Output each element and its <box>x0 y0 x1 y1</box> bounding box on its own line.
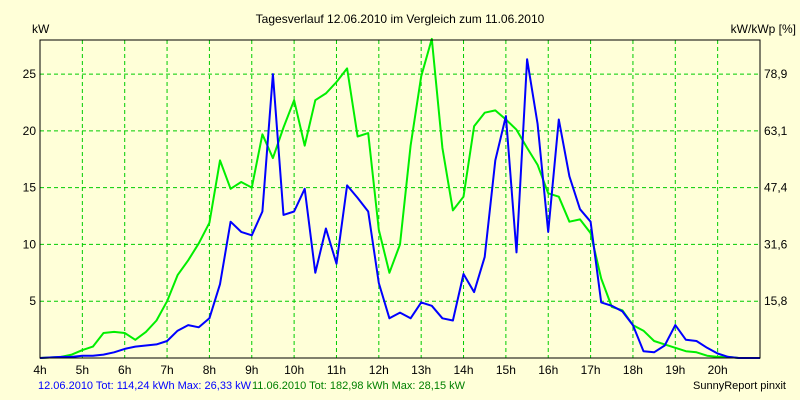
x-tick-label: 9h <box>245 363 258 377</box>
legend-series-b: 11.06.2010 Tot: 182,98 kWh Max: 28,15 kW <box>252 380 465 392</box>
y-ticks: 5 10 15 20 25 <box>23 67 37 308</box>
x-tick-label: 18h <box>623 363 643 377</box>
x-tick-label: 20h <box>708 363 728 377</box>
legend-series-a: 12.06.2010 Tot: 114,24 kWh Max: 26,33 kW <box>38 380 251 392</box>
y-right-tick-label: 78,9 <box>764 67 788 81</box>
y-right-tick-label: 15,8 <box>764 294 788 308</box>
x-tick-label: 13h <box>411 363 431 377</box>
x-tick-label: 6h <box>118 363 131 377</box>
grid <box>40 40 760 358</box>
x-tick-label: 4h <box>33 363 46 377</box>
x-ticks: 4h 5h 6h 7h 8h 9h 10h 11h 12h 13h 14h 15h 16h 17h 18h 1… <box>33 363 727 377</box>
x-tick-label: 8h <box>203 363 216 377</box>
x-tick-label: 11h <box>327 363 346 377</box>
x-tick-label: 19h <box>665 363 685 377</box>
x-tick-label: 14h <box>454 363 474 377</box>
series-lines <box>39 37 760 359</box>
chart-title: Tagesverlauf 12.06.2010 im Vergleich zum… <box>256 12 545 26</box>
y-tick-label: 20 <box>23 124 37 138</box>
credit: SunnyReport pinxit <box>693 380 786 392</box>
y-tick-label: 10 <box>23 237 37 251</box>
x-tick-label: 10h <box>284 363 304 377</box>
y-right-tick-label: 31,6 <box>764 237 788 251</box>
y-right-ticks: 15,8 31,6 47,4 63,1 78,9 <box>764 67 788 308</box>
x-tick-label: 16h <box>538 363 558 377</box>
y-axis-label-left: kW <box>32 22 50 36</box>
y-axis-label-right: kW/kWp [%] <box>731 22 796 36</box>
y-tick-label: 5 <box>29 294 36 308</box>
y-tick-label: 25 <box>23 67 37 81</box>
x-tick-label: 7h <box>160 363 173 377</box>
series-line-a <box>39 58 760 359</box>
x-tick-label: 12h <box>369 363 389 377</box>
y-right-tick-label: 47,4 <box>764 181 788 195</box>
plot-frame <box>39 39 761 359</box>
y-tick-label: 15 <box>23 181 37 195</box>
plot-area <box>40 40 760 358</box>
x-tick-label: 5h <box>76 363 89 377</box>
x-tick-label: 15h <box>496 363 516 377</box>
x-tick-label: 17h <box>581 363 601 377</box>
y-right-tick-label: 63,1 <box>764 124 788 138</box>
